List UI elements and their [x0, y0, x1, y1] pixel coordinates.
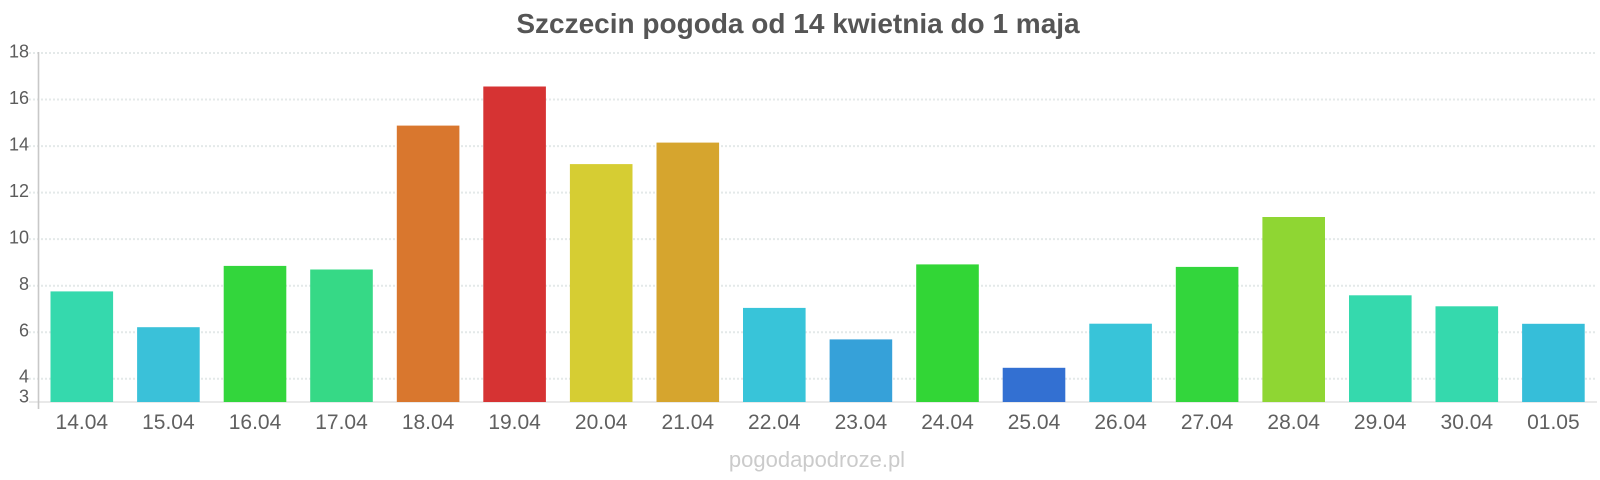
- svg-text:16: 16: [9, 88, 29, 108]
- svg-text:18.04: 18.04: [402, 411, 455, 434]
- svg-text:25.04: 25.04: [1008, 411, 1061, 434]
- svg-text:3: 3: [19, 387, 29, 407]
- svg-text:19.04: 19.04: [488, 411, 541, 434]
- svg-text:Szczecin pogoda od 14 kwietnia: Szczecin pogoda od 14 kwietnia do 1 maja: [516, 8, 1080, 39]
- svg-text:pogodapodroze.pl: pogodapodroze.pl: [729, 447, 905, 472]
- svg-text:30.04: 30.04: [1441, 411, 1494, 434]
- svg-text:16.04: 16.04: [229, 411, 282, 434]
- svg-text:10: 10: [9, 228, 29, 248]
- svg-text:12: 12: [9, 181, 29, 201]
- svg-text:14: 14: [9, 135, 29, 155]
- svg-text:23.04: 23.04: [835, 411, 888, 434]
- svg-text:21.04: 21.04: [662, 411, 715, 434]
- svg-text:18: 18: [9, 42, 29, 62]
- svg-text:6: 6: [19, 321, 29, 341]
- svg-text:28.04: 28.04: [1267, 411, 1320, 434]
- svg-text:8: 8: [19, 274, 29, 294]
- svg-text:4: 4: [19, 367, 29, 387]
- svg-text:20.04: 20.04: [575, 411, 628, 434]
- svg-text:24.04: 24.04: [921, 411, 974, 434]
- svg-text:27.04: 27.04: [1181, 411, 1234, 434]
- svg-text:14.04: 14.04: [56, 411, 109, 434]
- svg-text:15.04: 15.04: [142, 411, 195, 434]
- svg-text:01.05: 01.05: [1527, 411, 1580, 434]
- svg-text:29.04: 29.04: [1354, 411, 1407, 434]
- svg-text:26.04: 26.04: [1094, 411, 1147, 434]
- svg-text:22.04: 22.04: [748, 411, 801, 434]
- svg-text:17.04: 17.04: [315, 411, 368, 434]
